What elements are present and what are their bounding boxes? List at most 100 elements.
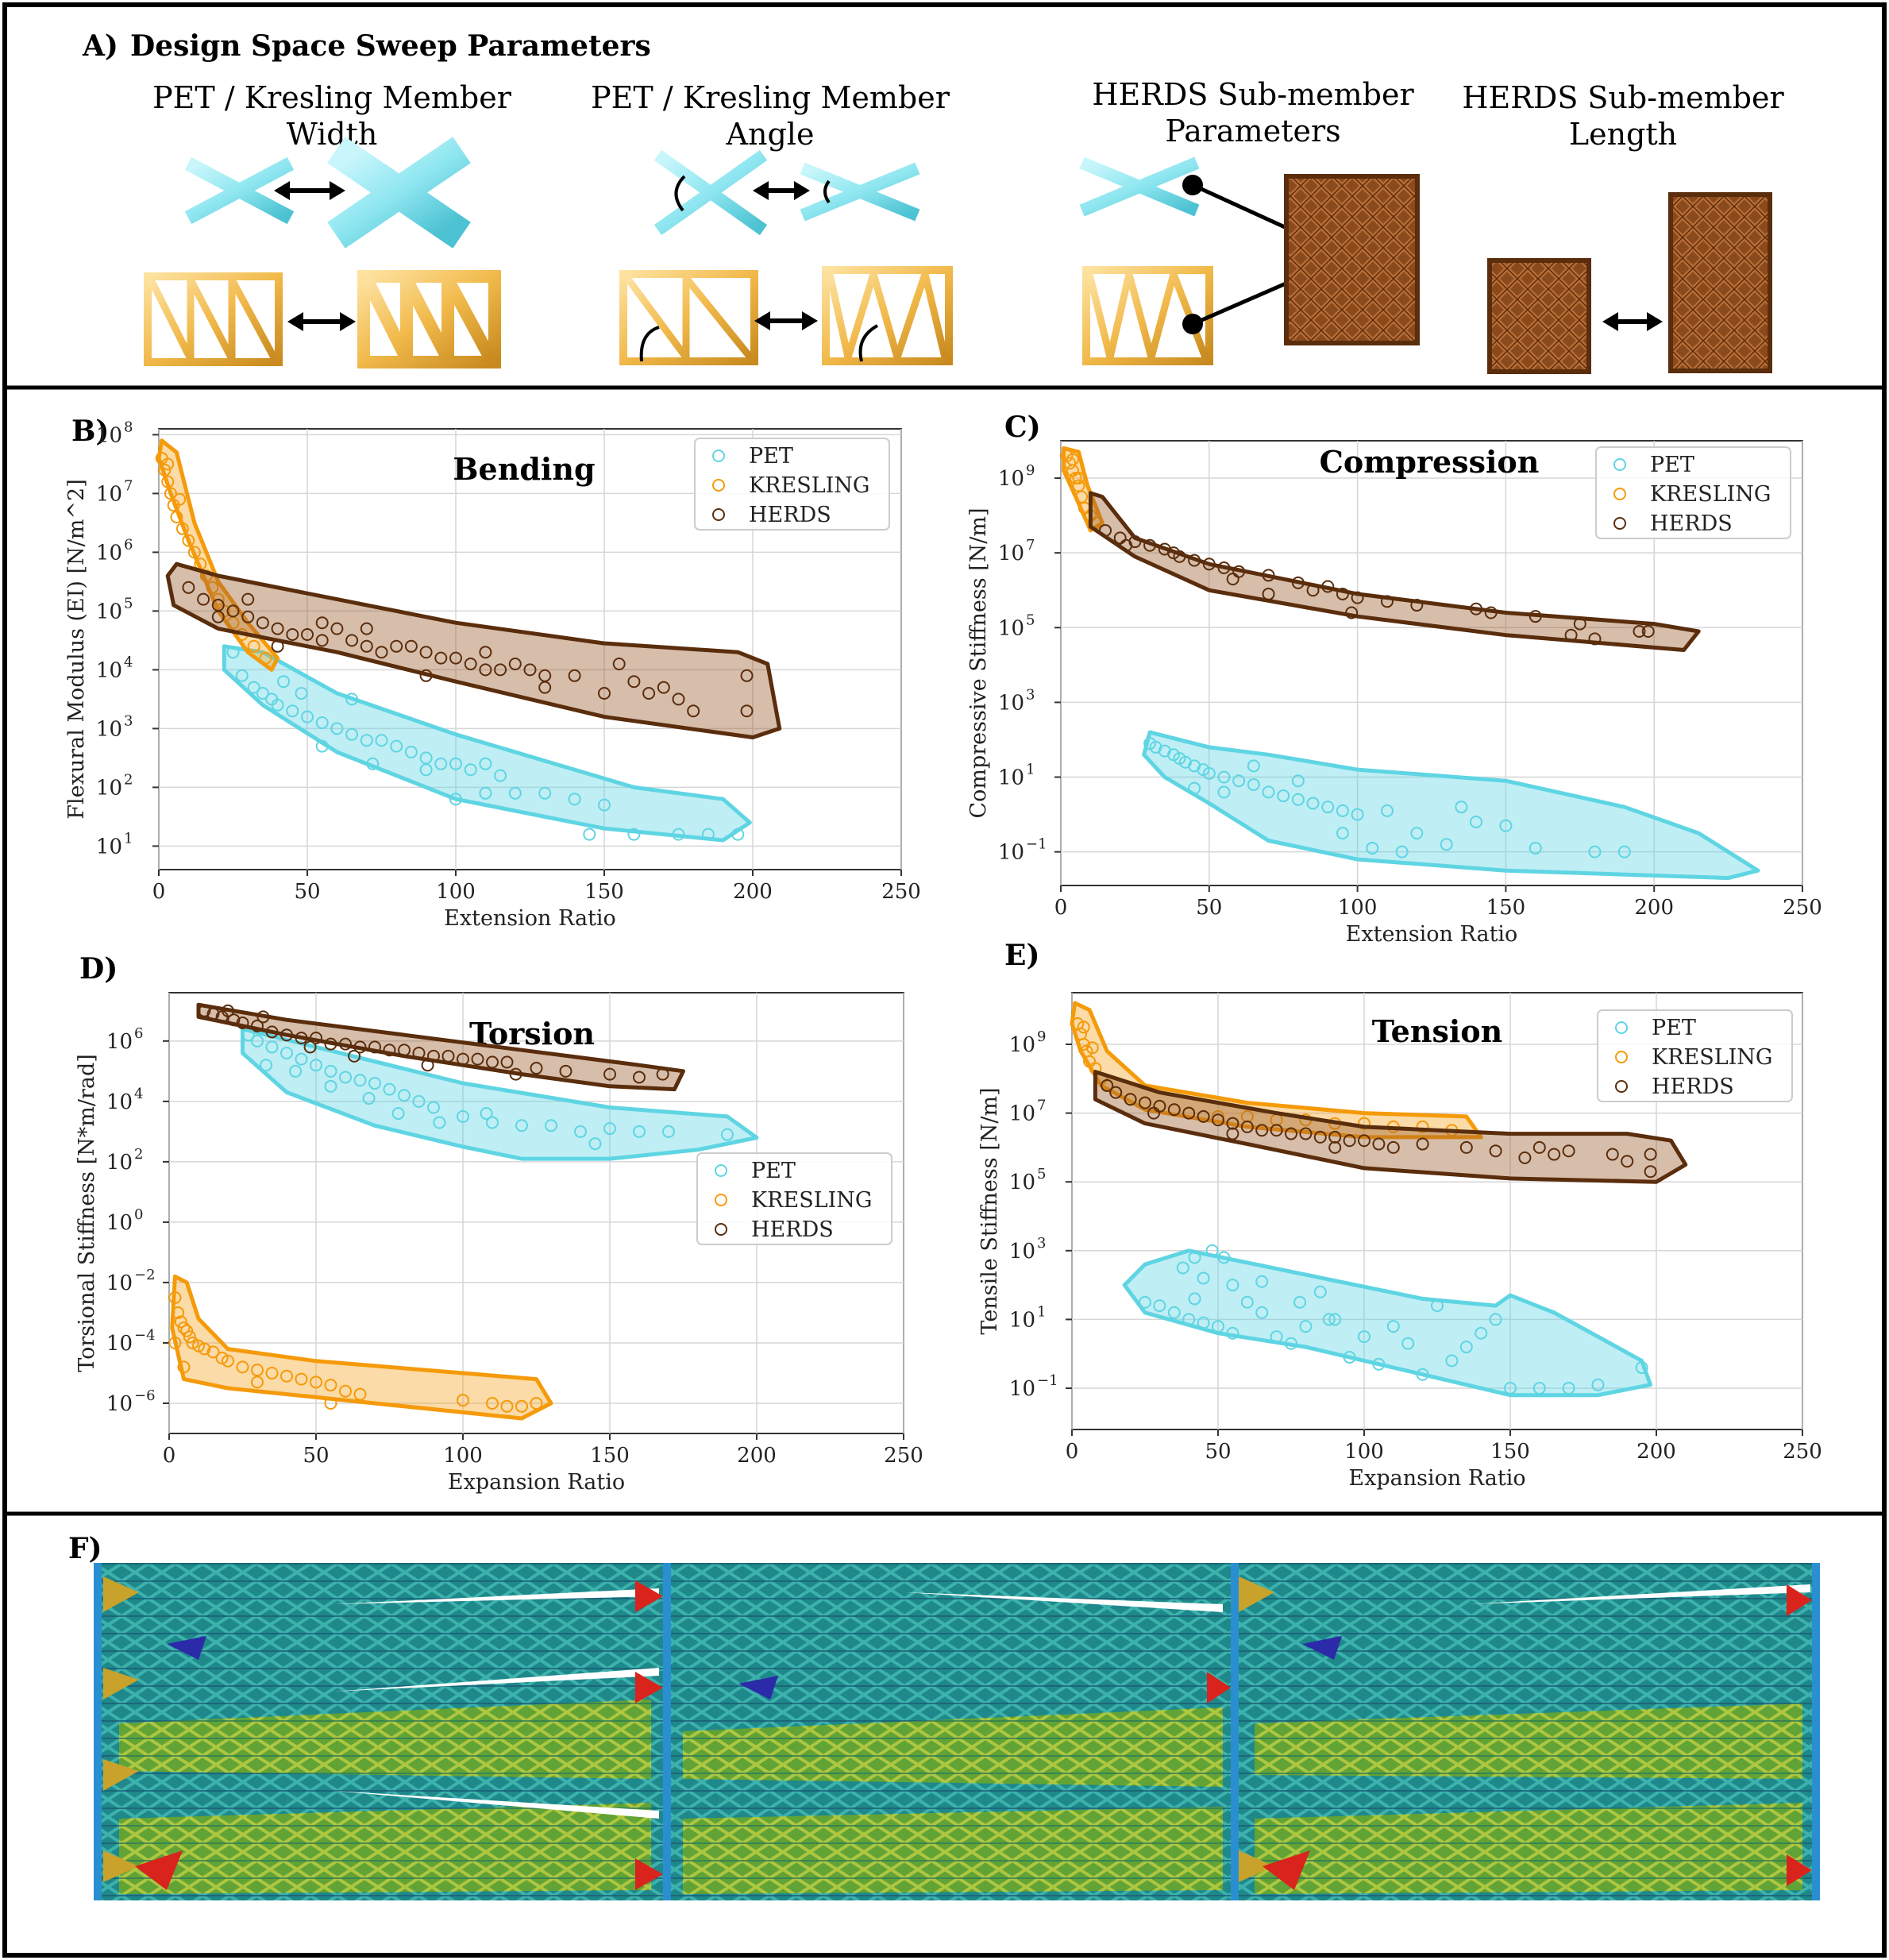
x-tick-label: 150 [1486,896,1526,920]
y-tick-label: 10 [96,482,122,506]
legend-marker [715,1194,727,1206]
panel-label: D) [79,952,118,986]
data-point [1548,1148,1561,1161]
data-point [1416,1368,1429,1381]
data-point [1562,1382,1575,1395]
y-tick-exponent: −1 [1037,1372,1058,1389]
data-point [1299,1320,1313,1333]
data-point [390,639,403,653]
data-point [295,1052,308,1066]
y-tick-exponent: 3 [1026,686,1035,703]
data-point [1322,1313,1336,1326]
y-tick-label: 10 [1009,1102,1035,1126]
y-tick-label: 10 [96,541,122,565]
data-point [1291,774,1305,788]
data-point [1240,1120,1254,1133]
data-point [1120,538,1133,552]
data-point [295,687,308,700]
y-tick-label: 10 [998,766,1024,790]
data-point [1217,1251,1231,1264]
data-point [330,722,344,735]
legend-label: HERDS [1650,511,1733,536]
data-point [251,1019,264,1032]
data-point [1641,625,1655,638]
data-point [538,786,552,800]
data-point [603,1067,616,1081]
data-point [1217,785,1231,799]
data-point [227,1013,241,1027]
series-herds [196,1002,685,1092]
legend-marker [1613,517,1626,530]
data-point [627,675,641,689]
data-point [315,634,329,647]
data-point [1226,1326,1239,1340]
col1-caption-line2: Width [287,117,378,152]
data-point [479,786,492,800]
y-tick-label: 10 [96,717,122,741]
legend: PET KRESLING HERDS [694,438,890,531]
chart-title: Compression [1320,444,1540,480]
data-point [633,1125,646,1138]
data-point [315,616,329,630]
series-pet [1142,730,1760,881]
data-point [280,1047,293,1060]
data-point [289,1064,303,1078]
data-point [434,757,448,770]
legend-label: KRESLING [1652,1045,1773,1070]
data-point [353,1040,367,1054]
data-point [158,463,172,476]
region-herds [1093,1070,1688,1184]
y-tick-label: 10 [96,835,122,858]
y-tick-exponent: 5 [124,595,133,612]
legend-marker [715,1164,727,1177]
data-point [1270,1124,1283,1137]
data-point [271,622,284,635]
data-point [1532,1382,1546,1395]
data-point [588,1137,602,1151]
data-point [1247,759,1260,773]
data-point [241,592,255,606]
data-point [1313,1130,1327,1144]
data-point [1293,1295,1307,1309]
data-point [353,1074,367,1087]
x-tick-label: 50 [1205,1440,1231,1464]
data-point [1205,1244,1219,1257]
simulation-mesh-illustration [94,1563,1820,1900]
data-point [701,828,715,841]
y-tick-label: 10 [998,542,1024,565]
data-point [1277,789,1290,803]
legend-label: PET [749,444,793,469]
data-point [672,828,685,841]
data-point [1440,838,1453,851]
data-point [1226,1279,1239,1292]
data-point [1212,1109,1224,1123]
data-point [1066,453,1079,466]
y-tick-exponent: 1 [1037,1303,1046,1320]
data-point [1255,1306,1269,1319]
y-tick-exponent: 3 [1037,1235,1046,1252]
data-point [247,681,260,694]
region-herds [165,561,782,739]
data-point [265,1040,279,1054]
data-point [1247,777,1260,791]
y-tick-exponent: 1 [124,830,133,847]
data-point [515,1119,528,1132]
data-point [211,592,225,606]
data-point [627,828,641,841]
data-point [740,704,754,718]
data-point [1529,841,1542,855]
data-point [598,687,611,700]
region-pet [1142,730,1760,881]
data-point [174,1315,187,1329]
data-point [1072,479,1085,492]
data-point [1232,774,1246,788]
legend-label: KRESLING [1650,482,1771,507]
data-point [182,534,195,547]
data-point [721,1128,734,1141]
data-point [186,1336,199,1349]
data-point [295,1032,308,1045]
data-point [486,1116,499,1129]
y-tick-label: 10 [106,1151,133,1175]
series-pet [222,644,752,843]
data-point [1459,1341,1473,1354]
